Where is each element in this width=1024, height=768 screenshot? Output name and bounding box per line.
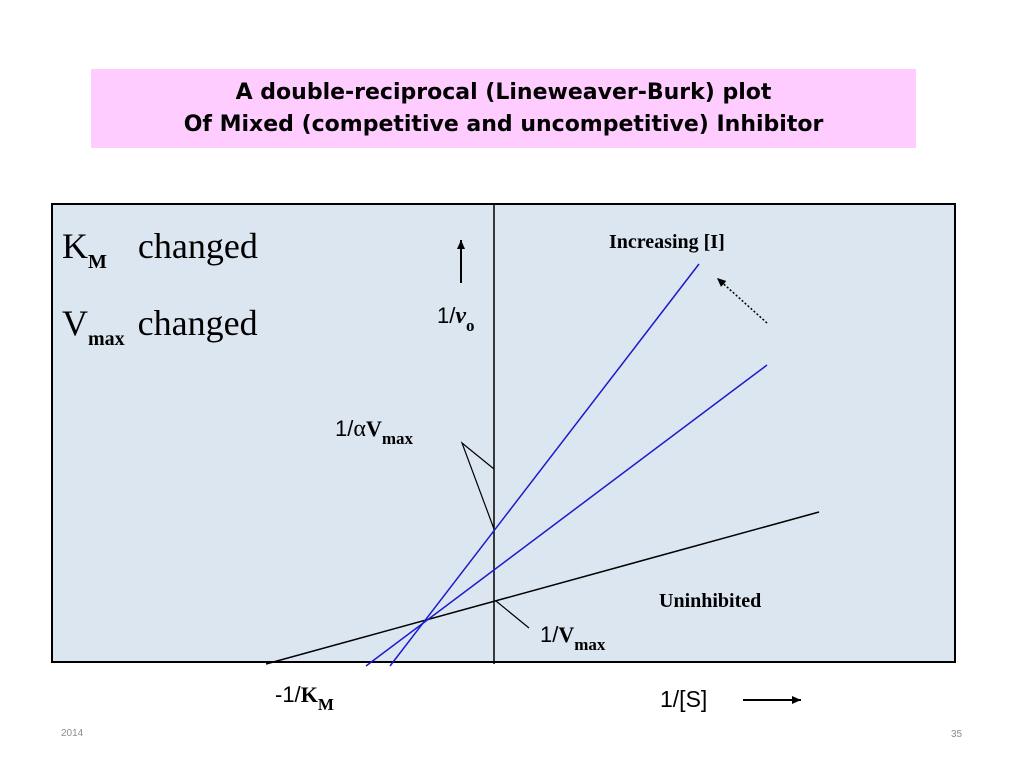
km-intercept-sub: M [317, 695, 334, 714]
km-changed-word: changed [137, 226, 258, 266]
footer-page-number: 35 [951, 729, 963, 740]
km-changed-text: KM changed [62, 226, 258, 272]
vmax-pointer [495, 600, 530, 629]
title-line-1: A double-reciprocal (Lineweaver-Burk) pl… [235, 80, 772, 105]
vmax-subscript: max [88, 328, 125, 350]
vmax-changed-word: changed [137, 303, 258, 343]
km-symbol: K [62, 226, 88, 266]
x-axis-label-text: 1/[S] [660, 686, 708, 712]
km-intercept-label: -1/KM [275, 682, 334, 714]
km-intercept-prefix: -1/ [275, 682, 301, 707]
vmax-intercept-label: 1/Vmax [540, 622, 605, 654]
vmax-intercept-prefix: 1/ [540, 622, 559, 647]
plot-area [51, 203, 956, 663]
y-axis-label-v: v [455, 303, 467, 329]
alpha-vmax-v: V [365, 416, 382, 441]
vmax-intercept-v: V [558, 622, 575, 647]
y-axis-label: 1/vo [437, 303, 475, 334]
increasing-label: Increasing [I] [609, 231, 725, 253]
y-axis-label-sub: o [466, 316, 475, 335]
y-axis-label-prefix: 1/ [437, 303, 456, 328]
alpha-vmax-pointer [460, 441, 495, 530]
vmax-symbol: V [62, 303, 88, 343]
alpha-vmax-label: 1/αVmax [335, 416, 413, 447]
alpha-vmax-prefix: 1/ [335, 416, 354, 441]
alpha-vmax-sub: max [381, 429, 413, 448]
x-axis-label: 1/[S] [660, 688, 707, 711]
title-line-2: Of Mixed (competitive and uncompetitive)… [183, 112, 824, 137]
inhibited-line-low [365, 364, 768, 667]
footer-year: 2014 [61, 728, 84, 739]
km-subscript: M [88, 251, 107, 273]
title-banner: A double-reciprocal (Lineweaver-Burk) pl… [91, 69, 916, 148]
uninhibited-label: Uninhibited [659, 590, 762, 612]
vmax-intercept-sub: max [574, 635, 606, 654]
vmax-changed-text: Vmax changed [62, 303, 258, 349]
inhibited-line-high [389, 263, 700, 667]
uninhibited-line [265, 511, 820, 665]
km-intercept-k: K [300, 682, 318, 707]
increasing-arrow [716, 277, 768, 324]
alpha-symbol: α [353, 416, 366, 442]
